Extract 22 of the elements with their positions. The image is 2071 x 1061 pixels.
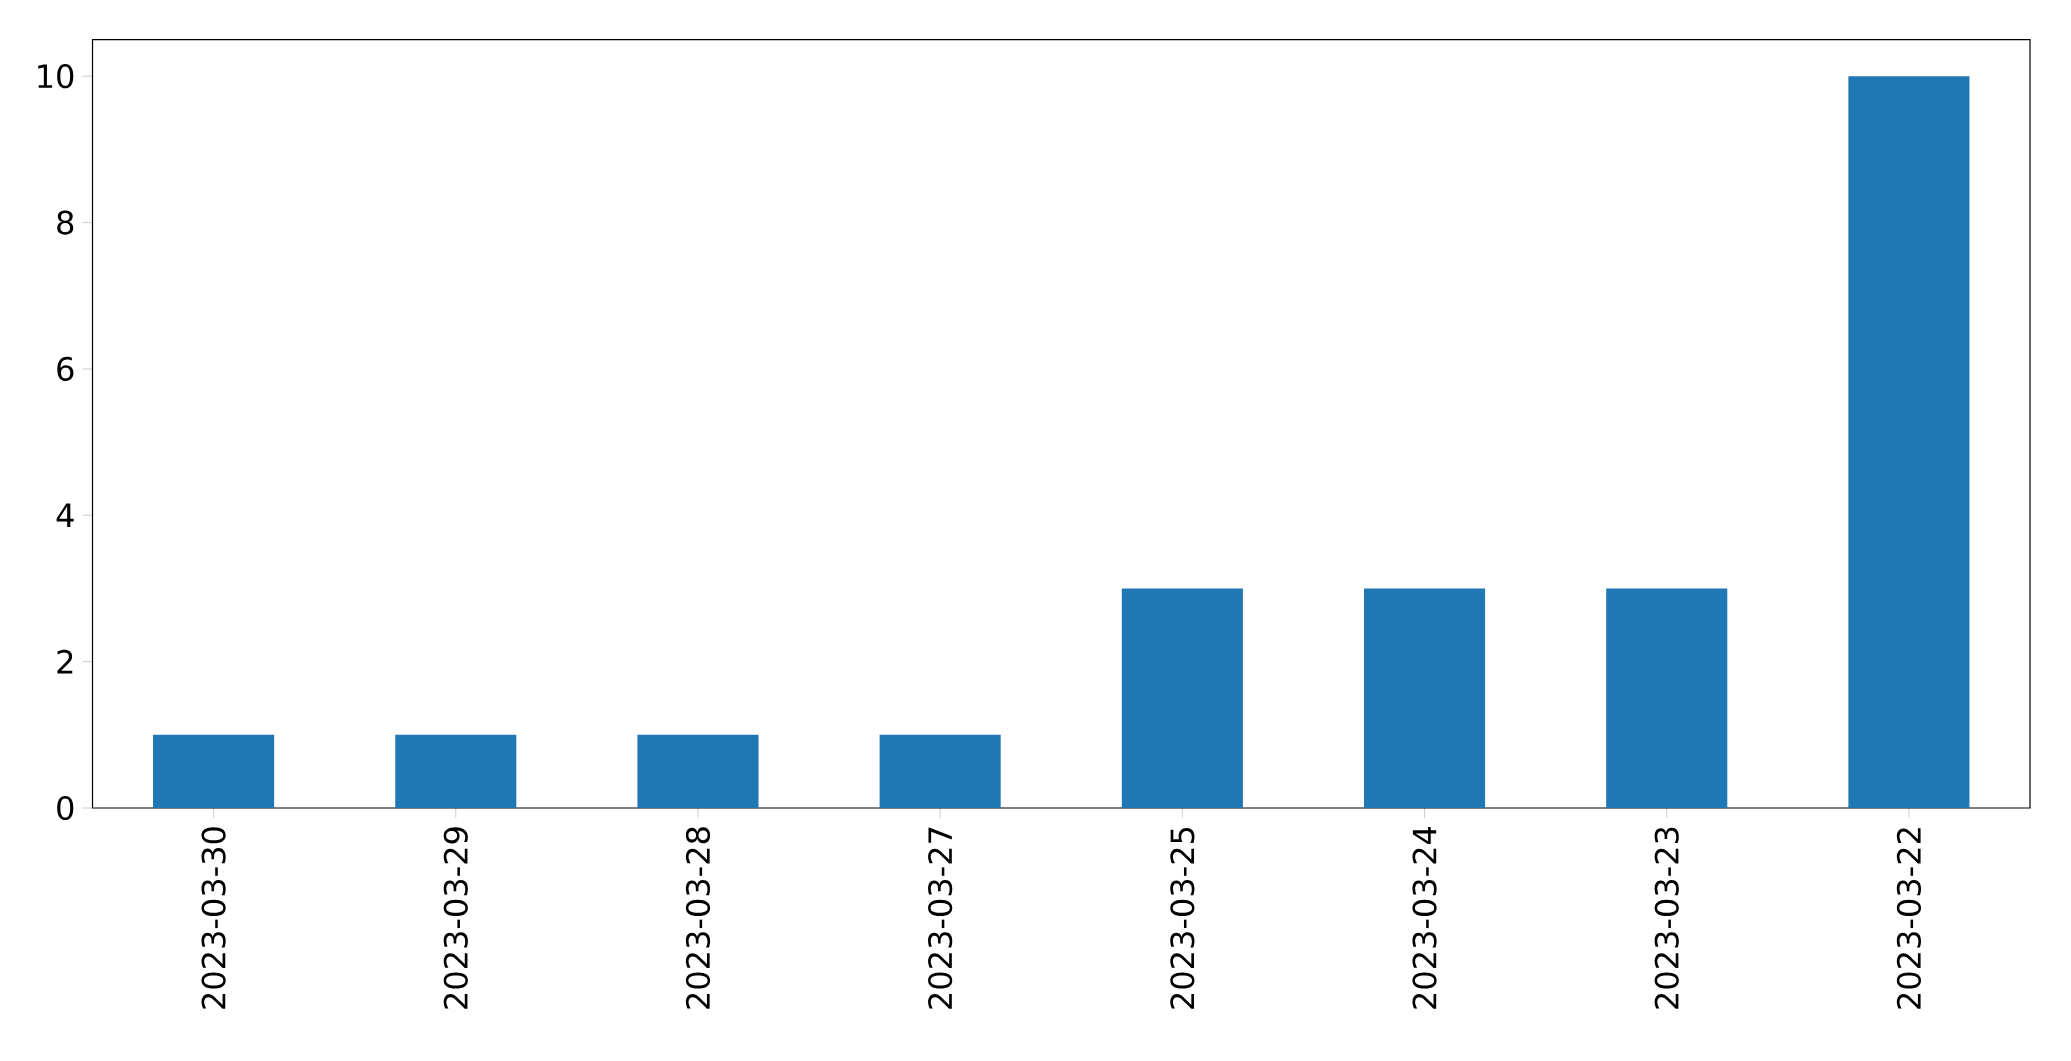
bar	[637, 734, 759, 808]
x-tick-label: 2023-03-23	[1654, 827, 1679, 1009]
x-tick-label: 2023-03-29	[443, 827, 468, 1009]
x-tick-label: 2023-03-30	[201, 827, 226, 1009]
x-tick-label: 2023-03-22	[1896, 828, 1922, 1009]
y-tick-label: 4	[56, 503, 74, 527]
x-tick-label: 2023-03-28	[685, 827, 711, 1009]
bar	[1848, 76, 1970, 808]
bar	[153, 734, 275, 808]
x-tick-label: 2023-03-24	[1412, 826, 1437, 1009]
y-tick-label: 6	[57, 356, 74, 381]
bar	[1121, 588, 1243, 808]
y-tick-label: 0	[57, 795, 74, 821]
x-tick-label: 2023-03-25	[1170, 827, 1195, 1009]
bar	[1364, 588, 1486, 808]
bar	[879, 734, 1001, 808]
x-tick-label: 2023-03-27	[928, 827, 953, 1009]
bar	[1606, 588, 1728, 808]
bar	[395, 734, 517, 808]
y-tick-label: 2	[57, 649, 73, 674]
y-tick-label: 10	[38, 64, 74, 89]
y-tick-label: 8	[57, 210, 74, 235]
